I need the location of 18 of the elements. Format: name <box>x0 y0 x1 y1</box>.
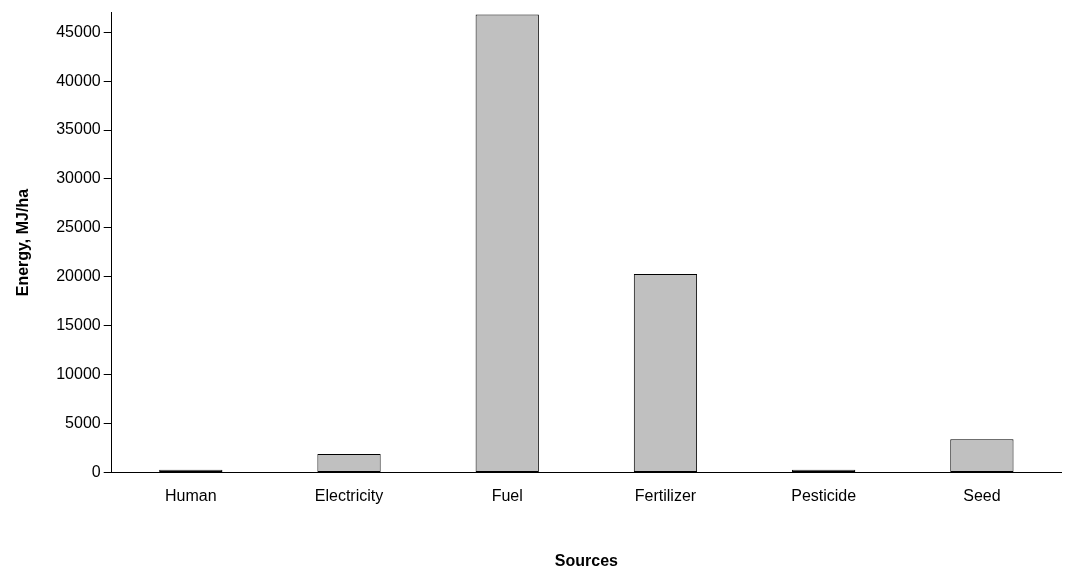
y-tick-label: 40000 <box>56 71 101 89</box>
y-tick-label: 30000 <box>56 169 101 187</box>
y-tick-label: 45000 <box>56 22 101 40</box>
y-tick-label: 0 <box>91 463 101 481</box>
y-tick-label: 35000 <box>56 120 101 138</box>
y-tick-label: 25000 <box>56 218 101 236</box>
y-tick-label: 10000 <box>56 365 101 383</box>
y-axis-title: Energy, MJ/ha <box>14 188 32 297</box>
y-tick-label: 5000 <box>65 414 101 432</box>
x-axis-title: Sources <box>554 551 619 569</box>
x-tick-label: Fertilizer <box>634 486 697 504</box>
y-tick-label: 20000 <box>56 267 101 285</box>
x-tick-label: Seed <box>963 486 1001 504</box>
x-tick-label: Electricity <box>314 486 384 504</box>
x-tick-label: Fuel <box>491 486 523 504</box>
x-tick-label: Human <box>165 486 217 504</box>
x-tick-label: Pesticide <box>791 486 857 504</box>
y-tick-label: 15000 <box>56 316 101 334</box>
